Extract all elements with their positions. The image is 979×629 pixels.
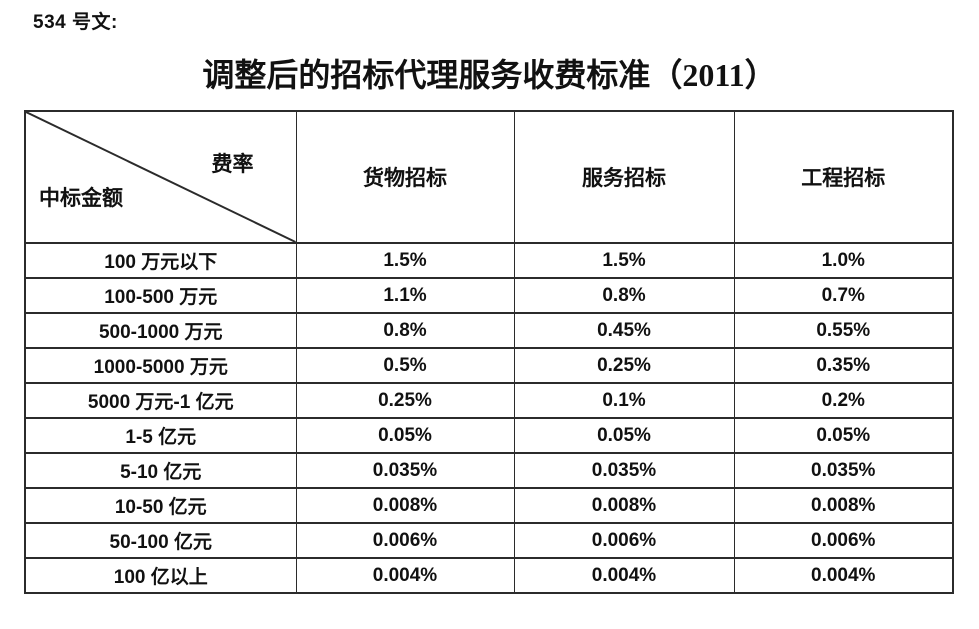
rate-cell: 0.035% [295, 452, 515, 489]
row-label: 1000-5000 万元 [24, 347, 297, 384]
rate-cell: 0.25% [295, 382, 515, 419]
rate-cell: 0.2% [733, 382, 954, 419]
row-label: 50-100 亿元 [24, 522, 297, 559]
page-title: 调整后的招标代理服务收费标准（2011） [202, 57, 777, 93]
doc-number: 534 号文: [33, 12, 118, 33]
table-row: 100-500 万元 1.1% 0.8% 0.7% [24, 277, 954, 314]
rate-cell: 0.004% [733, 557, 954, 594]
rate-cell: 0.25% [513, 347, 735, 384]
rate-cell: 0.006% [295, 522, 515, 559]
fee-rate-table: 费率 中标金额 货物招标 服务招标 工程招标 100 万元以下 1.5% 1.5… [24, 110, 954, 594]
rate-cell: 0.004% [295, 557, 515, 594]
rate-cell: 0.8% [513, 277, 735, 314]
rate-cell: 0.7% [733, 277, 954, 314]
rate-cell: 1.1% [295, 277, 515, 314]
row-label: 100-500 万元 [24, 277, 297, 314]
row-label: 500-1000 万元 [24, 312, 297, 349]
corner-header-cell: 费率 中标金额 [24, 110, 297, 244]
rate-cell: 0.05% [733, 417, 954, 454]
diagonal-divider-line [26, 112, 296, 242]
row-label: 100 万元以下 [24, 242, 297, 279]
rate-cell: 0.006% [733, 522, 954, 559]
row-label: 100 亿以上 [24, 557, 297, 594]
table-row: 1-5 亿元 0.05% 0.05% 0.05% [24, 417, 954, 454]
rate-cell: 1.5% [513, 242, 735, 279]
rate-cell: 0.5% [295, 347, 515, 384]
column-header-works: 工程招标 [733, 110, 954, 244]
row-label: 5-10 亿元 [24, 452, 297, 489]
table-row: 100 万元以下 1.5% 1.5% 1.0% [24, 242, 954, 279]
table-row: 10-50 亿元 0.008% 0.008% 0.008% [24, 487, 954, 524]
rate-cell: 0.45% [513, 312, 735, 349]
table-row: 500-1000 万元 0.8% 0.45% 0.55% [24, 312, 954, 349]
rate-cell: 0.004% [513, 557, 735, 594]
row-label: 1-5 亿元 [24, 417, 297, 454]
rate-cell: 0.05% [295, 417, 515, 454]
table-row: 50-100 亿元 0.006% 0.006% 0.006% [24, 522, 954, 559]
table-row: 5000 万元-1 亿元 0.25% 0.1% 0.2% [24, 382, 954, 419]
rate-cell: 0.035% [513, 452, 735, 489]
rate-cell: 1.0% [733, 242, 954, 279]
rate-cell: 0.1% [513, 382, 735, 419]
table-row: 5-10 亿元 0.035% 0.035% 0.035% [24, 452, 954, 489]
rate-cell: 0.006% [513, 522, 735, 559]
table-row: 1000-5000 万元 0.5% 0.25% 0.35% [24, 347, 954, 384]
table-row: 100 亿以上 0.004% 0.004% 0.004% [24, 557, 954, 594]
rate-cell: 0.55% [733, 312, 954, 349]
rate-cell: 0.35% [733, 347, 954, 384]
row-label: 5000 万元-1 亿元 [24, 382, 297, 419]
column-header-services: 服务招标 [513, 110, 735, 244]
rate-cell: 0.008% [733, 487, 954, 524]
rate-cell: 0.008% [295, 487, 515, 524]
rate-cell: 0.008% [513, 487, 735, 524]
rate-cell: 1.5% [295, 242, 515, 279]
header-row: 费率 中标金额 货物招标 服务招标 工程招标 [24, 110, 954, 244]
column-header-goods: 货物招标 [295, 110, 515, 244]
rate-cell: 0.05% [513, 417, 735, 454]
row-label: 10-50 亿元 [24, 487, 297, 524]
rate-cell: 0.8% [295, 312, 515, 349]
corner-label-amount: 中标金额 [39, 186, 123, 210]
rate-cell: 0.035% [733, 452, 954, 489]
corner-label-rate: 费率 [211, 152, 254, 176]
